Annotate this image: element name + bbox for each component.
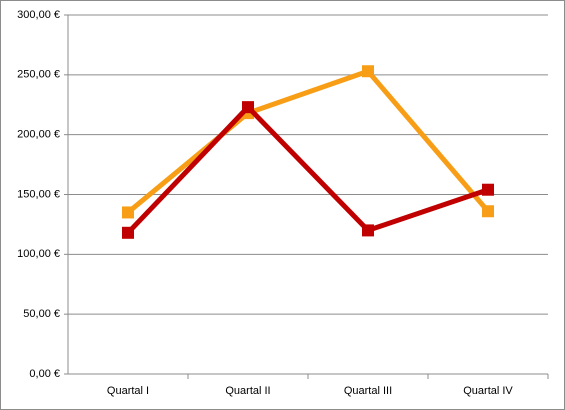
- marker: [122, 206, 134, 219]
- marker: [482, 183, 494, 196]
- marker: [482, 205, 494, 218]
- y-tick-label: 200,00 €: [17, 129, 60, 141]
- series-line: [126, 68, 490, 215]
- marker: [242, 101, 254, 114]
- x-tick-label: Quartal III: [344, 385, 392, 397]
- y-tick-label: 150,00 €: [17, 188, 60, 200]
- x-tick-label: Quartal IV: [463, 385, 513, 397]
- y-tick-label: 300,00 €: [17, 9, 60, 21]
- marker: [362, 65, 374, 78]
- marker: [122, 226, 134, 239]
- y-tick-label: 100,00 €: [17, 248, 60, 260]
- y-tick-label: 50,00 €: [23, 308, 60, 320]
- x-tick-label: Quartal I: [107, 385, 149, 397]
- x-tick-label: Quartal II: [225, 385, 270, 397]
- y-tick-label: 250,00 €: [17, 69, 60, 81]
- y-tick-label: 0,00 €: [29, 368, 60, 380]
- marker: [362, 224, 374, 237]
- series-line: [126, 104, 489, 235]
